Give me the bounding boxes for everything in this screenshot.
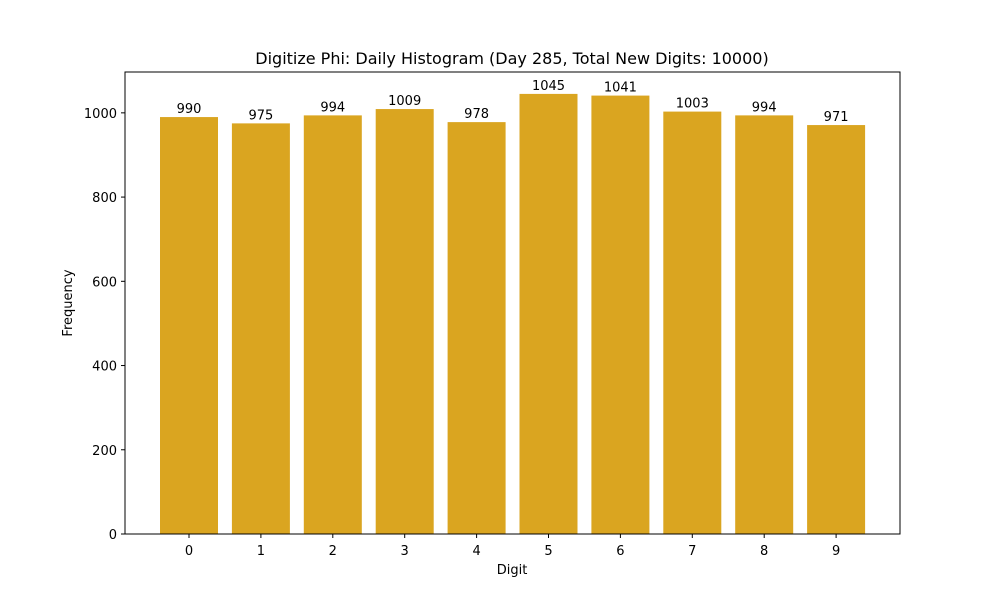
- x-axis-label: Digit: [497, 563, 528, 578]
- x-tick-label: 5: [544, 544, 552, 559]
- x-tick-label: 4: [472, 544, 480, 559]
- bars-group: [160, 93, 866, 535]
- bar-digit-9: [807, 125, 866, 534]
- y-tick-label: 200: [92, 444, 117, 459]
- y-tick-label: 1000: [84, 107, 117, 122]
- plot-frame: [124, 71, 901, 535]
- y-axis-ticks: 0 200 400 600 800 1000: [84, 107, 125, 543]
- bar-value-label: 994: [320, 100, 345, 115]
- y-tick-label: 0: [109, 528, 117, 543]
- x-tick-label: 0: [185, 544, 193, 559]
- x-tick-label: 8: [760, 544, 768, 559]
- bar-digit-6: [591, 95, 650, 534]
- x-tick-label: 3: [401, 544, 409, 559]
- y-tick-label: 800: [92, 191, 117, 206]
- x-tick-label: 2: [329, 544, 337, 559]
- x-axis-ticks: 0 1 2 3 4 5 6 7 8 9: [185, 534, 840, 559]
- bar-value-labels: 990 975 994 1009 978 1045 1041 1003 994 971: [177, 79, 849, 125]
- x-tick-label: 6: [616, 544, 624, 559]
- x-tick-label: 7: [688, 544, 696, 559]
- bar-digit-4: [447, 122, 506, 534]
- bar-value-label: 1003: [676, 97, 709, 112]
- bar-value-label: 978: [464, 107, 489, 122]
- bar-digit-2: [303, 115, 362, 535]
- bar-digit-3: [375, 109, 434, 535]
- bar-value-label: 971: [824, 110, 849, 125]
- x-tick-label: 1: [257, 544, 265, 559]
- bar-value-label: 1041: [604, 81, 637, 96]
- x-tick-label: 9: [832, 544, 840, 559]
- y-axis-label: Frequency: [61, 269, 76, 336]
- y-tick-label: 600: [92, 275, 117, 290]
- bar-digit-1: [231, 123, 290, 534]
- bar-value-label: 1009: [388, 94, 421, 109]
- bar-digit-8: [735, 115, 794, 535]
- y-tick-label: 400: [92, 360, 117, 375]
- bar-value-label: 975: [248, 108, 273, 123]
- bar-digit-5: [519, 93, 578, 535]
- bar-digit-0: [160, 117, 218, 534]
- bar-value-label: 1045: [532, 79, 565, 94]
- bar-value-label: 990: [177, 102, 202, 117]
- chart-title: Digitize Phi: Daily Histogram (Day 285, …: [255, 49, 768, 68]
- bar-digit-7: [663, 111, 722, 535]
- bar-value-label: 994: [752, 100, 777, 115]
